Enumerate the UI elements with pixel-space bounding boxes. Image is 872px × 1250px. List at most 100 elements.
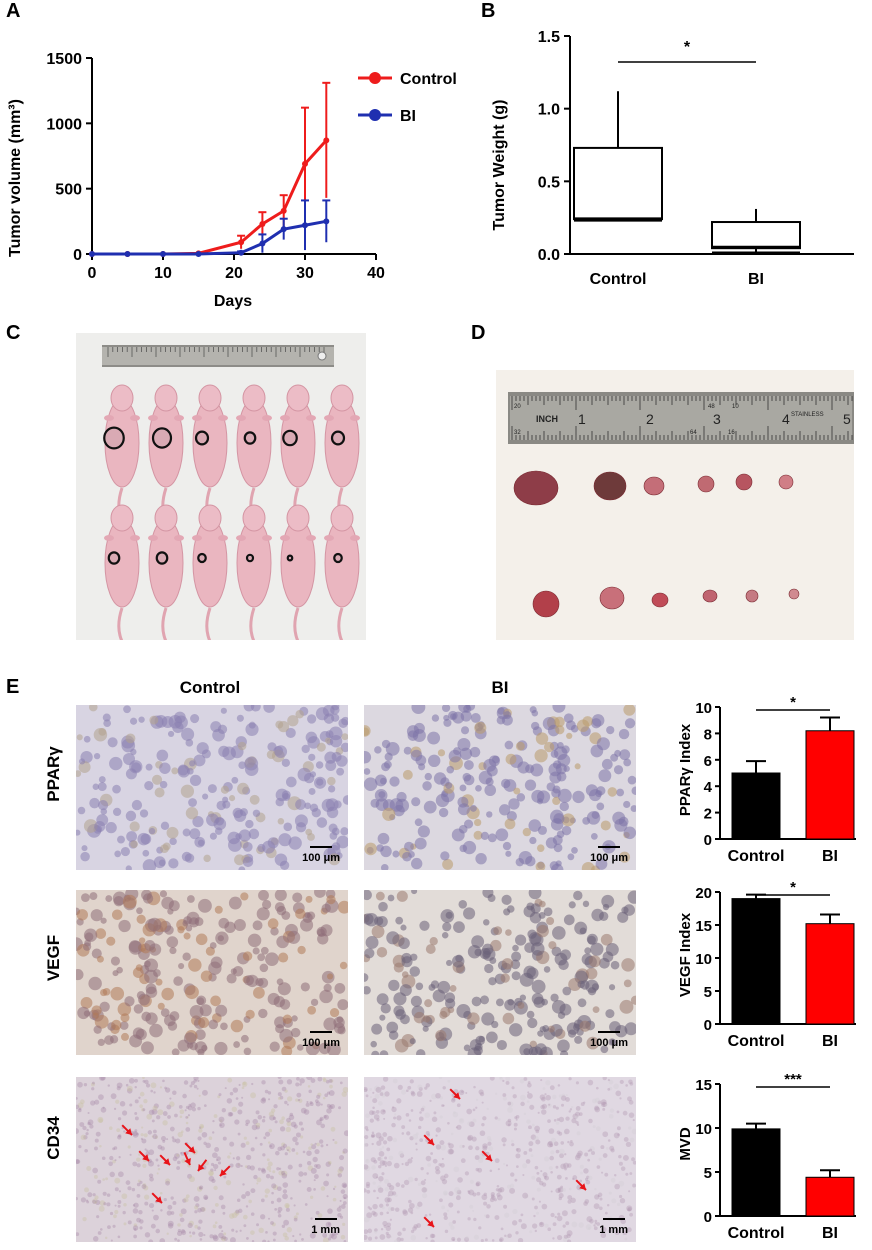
tissue-cell <box>510 959 521 970</box>
tissue-cell <box>540 1170 543 1173</box>
tissue-cell <box>364 1088 368 1092</box>
tissue-cell <box>219 1122 225 1129</box>
tissue-cell <box>421 1192 428 1199</box>
tissue-cell <box>577 1150 583 1156</box>
tissue-cell <box>535 1129 540 1134</box>
mouse-paw <box>130 535 140 541</box>
tissue-cell <box>134 1085 137 1089</box>
tumor-specimen <box>651 592 669 608</box>
tissue-cell <box>286 1149 289 1152</box>
tissue-cell <box>610 1148 615 1153</box>
tissue-cell <box>102 1106 105 1109</box>
tissue-cell <box>498 804 511 816</box>
tissue-cell <box>572 1177 575 1181</box>
tissue-cell <box>193 754 206 767</box>
tissue-cell <box>218 1116 225 1123</box>
tissue-cell <box>459 1118 463 1122</box>
tissue-cell <box>494 1158 500 1164</box>
tissue-cell <box>469 804 477 812</box>
tissue-cell <box>215 1004 228 1017</box>
tissue-cell <box>416 1223 422 1228</box>
tissue-cell <box>164 1086 167 1090</box>
tissue-cell <box>114 1209 119 1215</box>
tissue-cell <box>607 1139 611 1142</box>
tissue-cell <box>429 1233 435 1239</box>
ruler-d-num-2: 2 <box>646 411 654 427</box>
tissue-cell <box>574 763 581 770</box>
tissue-cell <box>575 1081 579 1085</box>
tissue-cell <box>481 1101 484 1104</box>
tissue-cell <box>185 1116 189 1119</box>
tissue-cell <box>377 1101 383 1106</box>
tissue-cell <box>321 798 335 812</box>
tissue-cell <box>494 1116 498 1120</box>
tissue-cell <box>312 1156 318 1163</box>
tissue-cell <box>175 1138 181 1144</box>
tissue-cell <box>537 798 544 805</box>
tissue-cell <box>343 1240 347 1242</box>
tissue-cell <box>106 1193 111 1197</box>
tissue-cell <box>539 1180 544 1186</box>
tissue-cell <box>253 986 265 999</box>
tissue-cell <box>187 895 195 903</box>
tissue-cell <box>475 852 487 865</box>
tissue-cell <box>296 1044 304 1051</box>
tissue-cell <box>244 1165 248 1169</box>
tissue-cell <box>138 937 146 944</box>
tissue-cell <box>198 1017 210 1028</box>
tissue-cell <box>105 822 117 834</box>
tissue-cell <box>112 970 119 977</box>
tissue-cell <box>237 741 247 751</box>
tissue-cell <box>399 984 412 997</box>
tissue-cell <box>534 1205 538 1210</box>
tissue-cell <box>388 1185 395 1191</box>
tissue-cell <box>306 1187 312 1192</box>
tissue-cell <box>411 890 418 895</box>
tissue-cell <box>403 1179 410 1186</box>
tissue-cell <box>229 1163 234 1168</box>
tissue-cell <box>546 1141 553 1148</box>
tissue-cell <box>593 1226 598 1231</box>
tissue-cell <box>389 1218 392 1221</box>
tissue-cell <box>607 787 618 797</box>
tissue-cell <box>149 1176 154 1182</box>
tissue-cell <box>193 1195 200 1202</box>
tissue-cell <box>145 1083 151 1088</box>
tissue-cell <box>420 1166 424 1171</box>
tissue-cell <box>197 1079 200 1082</box>
tissue-cell <box>498 1187 505 1193</box>
tissue-cell <box>632 1183 636 1188</box>
tissue-cell <box>451 955 465 968</box>
tissue-cell <box>543 966 551 973</box>
tissue-cell <box>250 705 261 712</box>
tissue-cell <box>161 1135 167 1142</box>
tissue-cell <box>376 993 389 1006</box>
tissue-cell <box>180 1229 186 1234</box>
tissue-cell <box>448 1221 454 1227</box>
tissue-cell <box>167 1220 174 1227</box>
tissue-cell <box>146 1113 153 1120</box>
mouse-paw <box>218 415 228 421</box>
data-point <box>124 251 131 257</box>
tissue-cell <box>81 893 90 903</box>
tissue-cell <box>562 986 572 996</box>
tissue-cell <box>139 809 149 818</box>
tissue-cell <box>375 1086 382 1093</box>
tissue-cell <box>223 1236 228 1241</box>
tissue-cell <box>418 763 426 771</box>
tissue-cell <box>401 1089 407 1095</box>
mouse-head <box>154 384 178 412</box>
tissue-cell <box>342 1194 348 1200</box>
tissue-cell <box>112 1147 116 1151</box>
tissue-cell <box>325 759 337 771</box>
tissue-cell <box>194 836 206 848</box>
tissue-cell <box>149 1203 155 1209</box>
tissue-cell <box>281 1170 288 1177</box>
tissue-cell <box>505 1234 510 1239</box>
tissue-cell <box>182 952 191 961</box>
tissue-cell <box>177 1039 190 1052</box>
tissue-cell <box>288 836 302 850</box>
tissue-cell <box>442 1086 446 1090</box>
tissue-cell <box>556 1215 563 1222</box>
tissue-cell <box>267 1141 271 1144</box>
